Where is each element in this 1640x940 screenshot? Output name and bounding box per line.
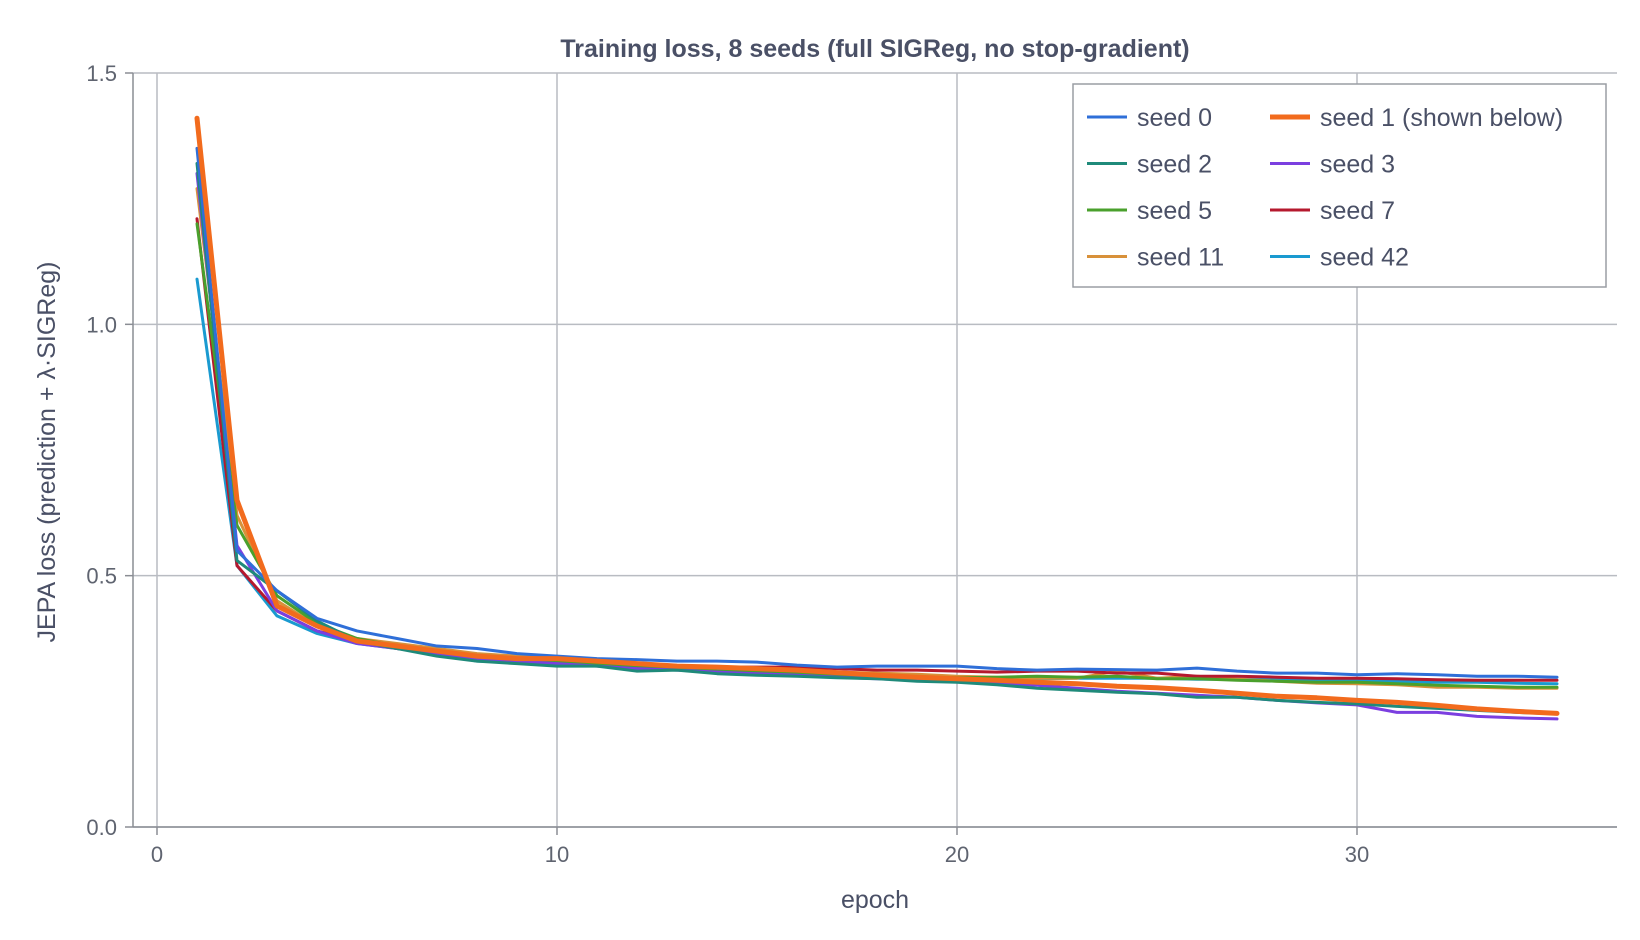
y-axis-label: JEPA loss (prediction + λ·SIGReg): [33, 262, 61, 643]
y-tick-label: 1.5: [86, 61, 117, 86]
x-tick-label: 0: [151, 842, 163, 867]
legend-label: seed 11: [1137, 244, 1224, 272]
series-line-seed-2: [195, 161, 1559, 716]
legend-label: seed 2: [1137, 151, 1212, 179]
legend: seed 0 seed 1 (shown below) seed 2 seed 3 se…: [1072, 83, 1607, 288]
chart-title: Training loss, 8 seeds (full SIGReg, no …: [560, 35, 1189, 63]
legend-label: seed 5: [1137, 197, 1212, 225]
series-line-seed-7: [195, 217, 1559, 682]
series-line-seed-5: [195, 222, 1559, 689]
legend-label: seed 0: [1137, 104, 1212, 132]
series-line-seed-0: [195, 146, 1559, 679]
legend-label: seed 3: [1320, 151, 1395, 179]
legend-label: seed 7: [1320, 197, 1395, 225]
x-tick-label: 30: [1345, 842, 1369, 867]
x-axis-label: epoch: [841, 886, 909, 914]
legend-label: seed 1 (shown below): [1320, 104, 1563, 132]
legend-label: seed 42: [1320, 244, 1409, 272]
y-tick-label: 0.0: [86, 815, 117, 840]
legend-box: [1072, 83, 1607, 288]
y-tick-label: 0.5: [86, 564, 117, 589]
series-line-seed-42: [195, 277, 1559, 686]
axes: 0 10 20 30 0.0 0.5 1.0 1.5: [86, 61, 1617, 867]
x-tick-label: 10: [545, 842, 569, 867]
y-tick-label: 1.0: [86, 312, 117, 337]
series-line-seed-1-shown-below-: [194, 115, 1560, 716]
x-tick-label: 20: [945, 842, 969, 867]
series-layer: [194, 115, 1560, 721]
